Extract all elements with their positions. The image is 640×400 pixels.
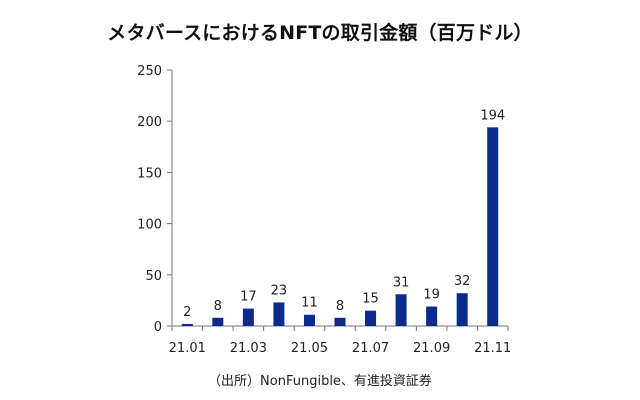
x-tick-label: 21.03 — [230, 341, 267, 356]
bar-21.06 — [334, 317, 346, 326]
y-tick-label: 250 — [137, 64, 162, 79]
bar-21.10 — [456, 293, 468, 326]
bar-21.02 — [212, 317, 224, 326]
bar-21.01 — [181, 323, 193, 326]
data-label-21.02: 8 — [214, 299, 222, 314]
x-tick-label: 21.05 — [291, 341, 328, 356]
data-label-21.05: 11 — [301, 296, 318, 311]
bar-21.05 — [303, 314, 315, 326]
x-tick-label: 21.01 — [169, 341, 206, 356]
data-label-21.07: 15 — [362, 292, 379, 307]
bar-21.03 — [242, 308, 254, 326]
y-tick-label: 100 — [137, 218, 162, 233]
data-label-21.01: 2 — [183, 305, 191, 320]
y-tick-label: 50 — [145, 269, 162, 284]
bar-21.09 — [426, 306, 438, 326]
bar-21.11 — [487, 127, 499, 327]
data-label-21.06: 8 — [336, 299, 344, 314]
y-tick-label: 150 — [137, 166, 162, 181]
data-label-21.11: 194 — [480, 108, 505, 123]
data-label-21.09: 19 — [423, 288, 440, 303]
data-label-21.04: 23 — [271, 283, 288, 298]
source-note: （出所）NonFungible、有進投資証券 — [208, 374, 432, 389]
y-tick-label: 0 — [154, 320, 162, 335]
data-label-21.08: 31 — [393, 275, 410, 290]
x-tick-label: 21.09 — [413, 341, 450, 356]
x-tick-label: 21.07 — [352, 341, 389, 356]
chart-title: メタバースにおけるNFTの取引金額（百万ドル） — [107, 22, 533, 44]
data-label-21.03: 17 — [240, 290, 257, 305]
bar-21.08 — [395, 294, 407, 326]
data-label-21.10: 32 — [454, 274, 471, 289]
y-tick-label: 200 — [137, 115, 162, 130]
bar-21.04 — [273, 302, 285, 326]
bar-21.07 — [365, 310, 377, 326]
x-tick-label: 21.11 — [474, 341, 511, 356]
